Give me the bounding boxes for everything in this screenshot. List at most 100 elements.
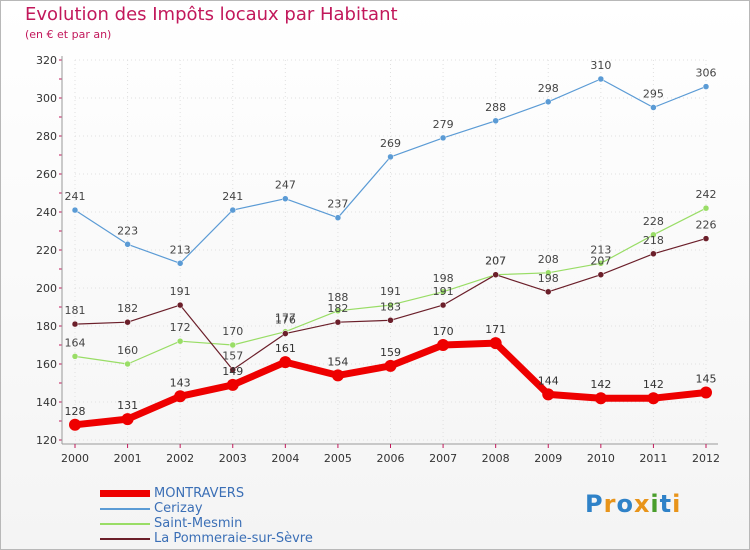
x-tick-label: 2005 <box>324 452 352 465</box>
data-label: 310 <box>590 59 611 72</box>
x-tick-label: 2010 <box>587 452 615 465</box>
legend-label: La Pommeraie-sur-Sèvre <box>154 531 313 546</box>
data-point <box>702 235 710 242</box>
chart-subtitle: (en € et par an) <box>25 28 112 41</box>
data-label: 213 <box>590 243 611 256</box>
data-label: 237 <box>327 198 348 211</box>
data-point <box>229 206 236 214</box>
y-tick-label: 320 <box>36 54 57 67</box>
data-point <box>331 369 344 382</box>
legend-label: Cerizay <box>154 501 203 516</box>
data-label: 269 <box>380 137 401 150</box>
y-tick-label: 260 <box>36 168 57 181</box>
data-label: 157 <box>222 350 243 363</box>
data-label: 191 <box>380 285 401 298</box>
data-point <box>702 83 710 90</box>
data-point <box>384 359 397 372</box>
data-label: 198 <box>538 272 559 285</box>
legend-label: MONTRAVERS <box>154 486 245 501</box>
data-label: 160 <box>117 344 138 357</box>
y-tick-label: 220 <box>36 244 57 257</box>
data-point <box>121 413 134 426</box>
logo-letter: r <box>603 490 617 518</box>
data-label: 172 <box>170 321 191 334</box>
data-label: 181 <box>65 304 86 317</box>
x-tick-label: 2011 <box>639 452 667 465</box>
logo-letter: t <box>659 490 673 518</box>
data-label: 208 <box>538 253 559 266</box>
data-point <box>545 288 552 296</box>
grid <box>74 59 707 441</box>
data-point <box>700 386 712 399</box>
legend-swatch <box>100 507 150 510</box>
data-point <box>71 206 79 214</box>
data-point <box>597 271 605 278</box>
data-point <box>176 337 184 345</box>
data-label: 144 <box>538 374 559 387</box>
data-point <box>489 337 502 350</box>
legend-swatch <box>100 522 150 525</box>
data-point <box>387 317 394 324</box>
data-point <box>492 271 499 278</box>
data-point <box>439 134 447 142</box>
data-label: 170 <box>433 325 454 338</box>
data-label: 241 <box>65 190 86 203</box>
x-tick-label: 2008 <box>482 452 510 465</box>
data-label: 131 <box>117 399 138 412</box>
y-tick-label: 300 <box>36 92 57 105</box>
data-label: 159 <box>380 346 401 359</box>
data-point <box>71 320 79 328</box>
data-point <box>650 250 657 258</box>
data-label: 295 <box>643 88 664 101</box>
logo-letter: o <box>616 490 634 518</box>
legend: MONTRAVERS Cerizay Saint-Mesmin La Pommerai… <box>100 486 313 546</box>
axes: 120 140 160 180 200 220 240 260 280 300 320 2000 200… <box>36 54 720 465</box>
data-point <box>650 231 657 239</box>
x-tick-label: 2012 <box>692 452 720 465</box>
data-label: 142 <box>643 378 664 391</box>
data-point <box>69 418 81 431</box>
data-point <box>71 353 79 360</box>
data-label: 183 <box>380 300 401 313</box>
data-label: 182 <box>327 302 348 315</box>
data-label: 145 <box>696 373 717 386</box>
data-point <box>545 98 552 106</box>
y-tick-label: 280 <box>36 130 57 143</box>
data-label: 171 <box>485 323 506 336</box>
data-point <box>594 392 607 405</box>
x-tick-label: 2007 <box>429 452 457 465</box>
x-tick-label: 2003 <box>219 452 247 465</box>
data-point <box>647 392 660 405</box>
data-label: 207 <box>485 255 506 268</box>
legend-item: Cerizay <box>100 501 313 516</box>
data-label: 207 <box>485 255 506 268</box>
data-point <box>124 318 131 326</box>
data-label: 128 <box>65 405 86 418</box>
y-tick-label: 160 <box>36 358 57 371</box>
data-label: 298 <box>538 82 559 95</box>
data-point <box>650 104 657 111</box>
legend-item: La Pommeraie-sur-Sèvre <box>100 531 313 546</box>
legend-item: MONTRAVERS <box>100 486 313 501</box>
data-point <box>229 341 236 349</box>
legend-label: Saint-Mesmin <box>154 516 243 531</box>
proxiti-logo: Proxiti <box>585 490 681 518</box>
data-label: 188 <box>327 291 348 304</box>
series-line-cerizay <box>74 78 707 264</box>
data-label: 161 <box>275 342 296 355</box>
data-point <box>334 214 342 221</box>
data-label: 143 <box>170 376 191 389</box>
data-label: 164 <box>65 336 86 349</box>
data-label: 176 <box>275 314 296 327</box>
legend-swatch <box>100 537 150 540</box>
data-point <box>124 360 131 368</box>
data-label: 198 <box>433 272 454 285</box>
data-point <box>174 390 187 403</box>
data-label: 288 <box>485 101 506 114</box>
y-tick-label: 240 <box>36 206 57 219</box>
data-point <box>176 260 184 267</box>
logo-letter: P <box>585 490 604 518</box>
y-tick-label: 140 <box>36 396 57 409</box>
x-tick-label: 2009 <box>534 452 562 465</box>
